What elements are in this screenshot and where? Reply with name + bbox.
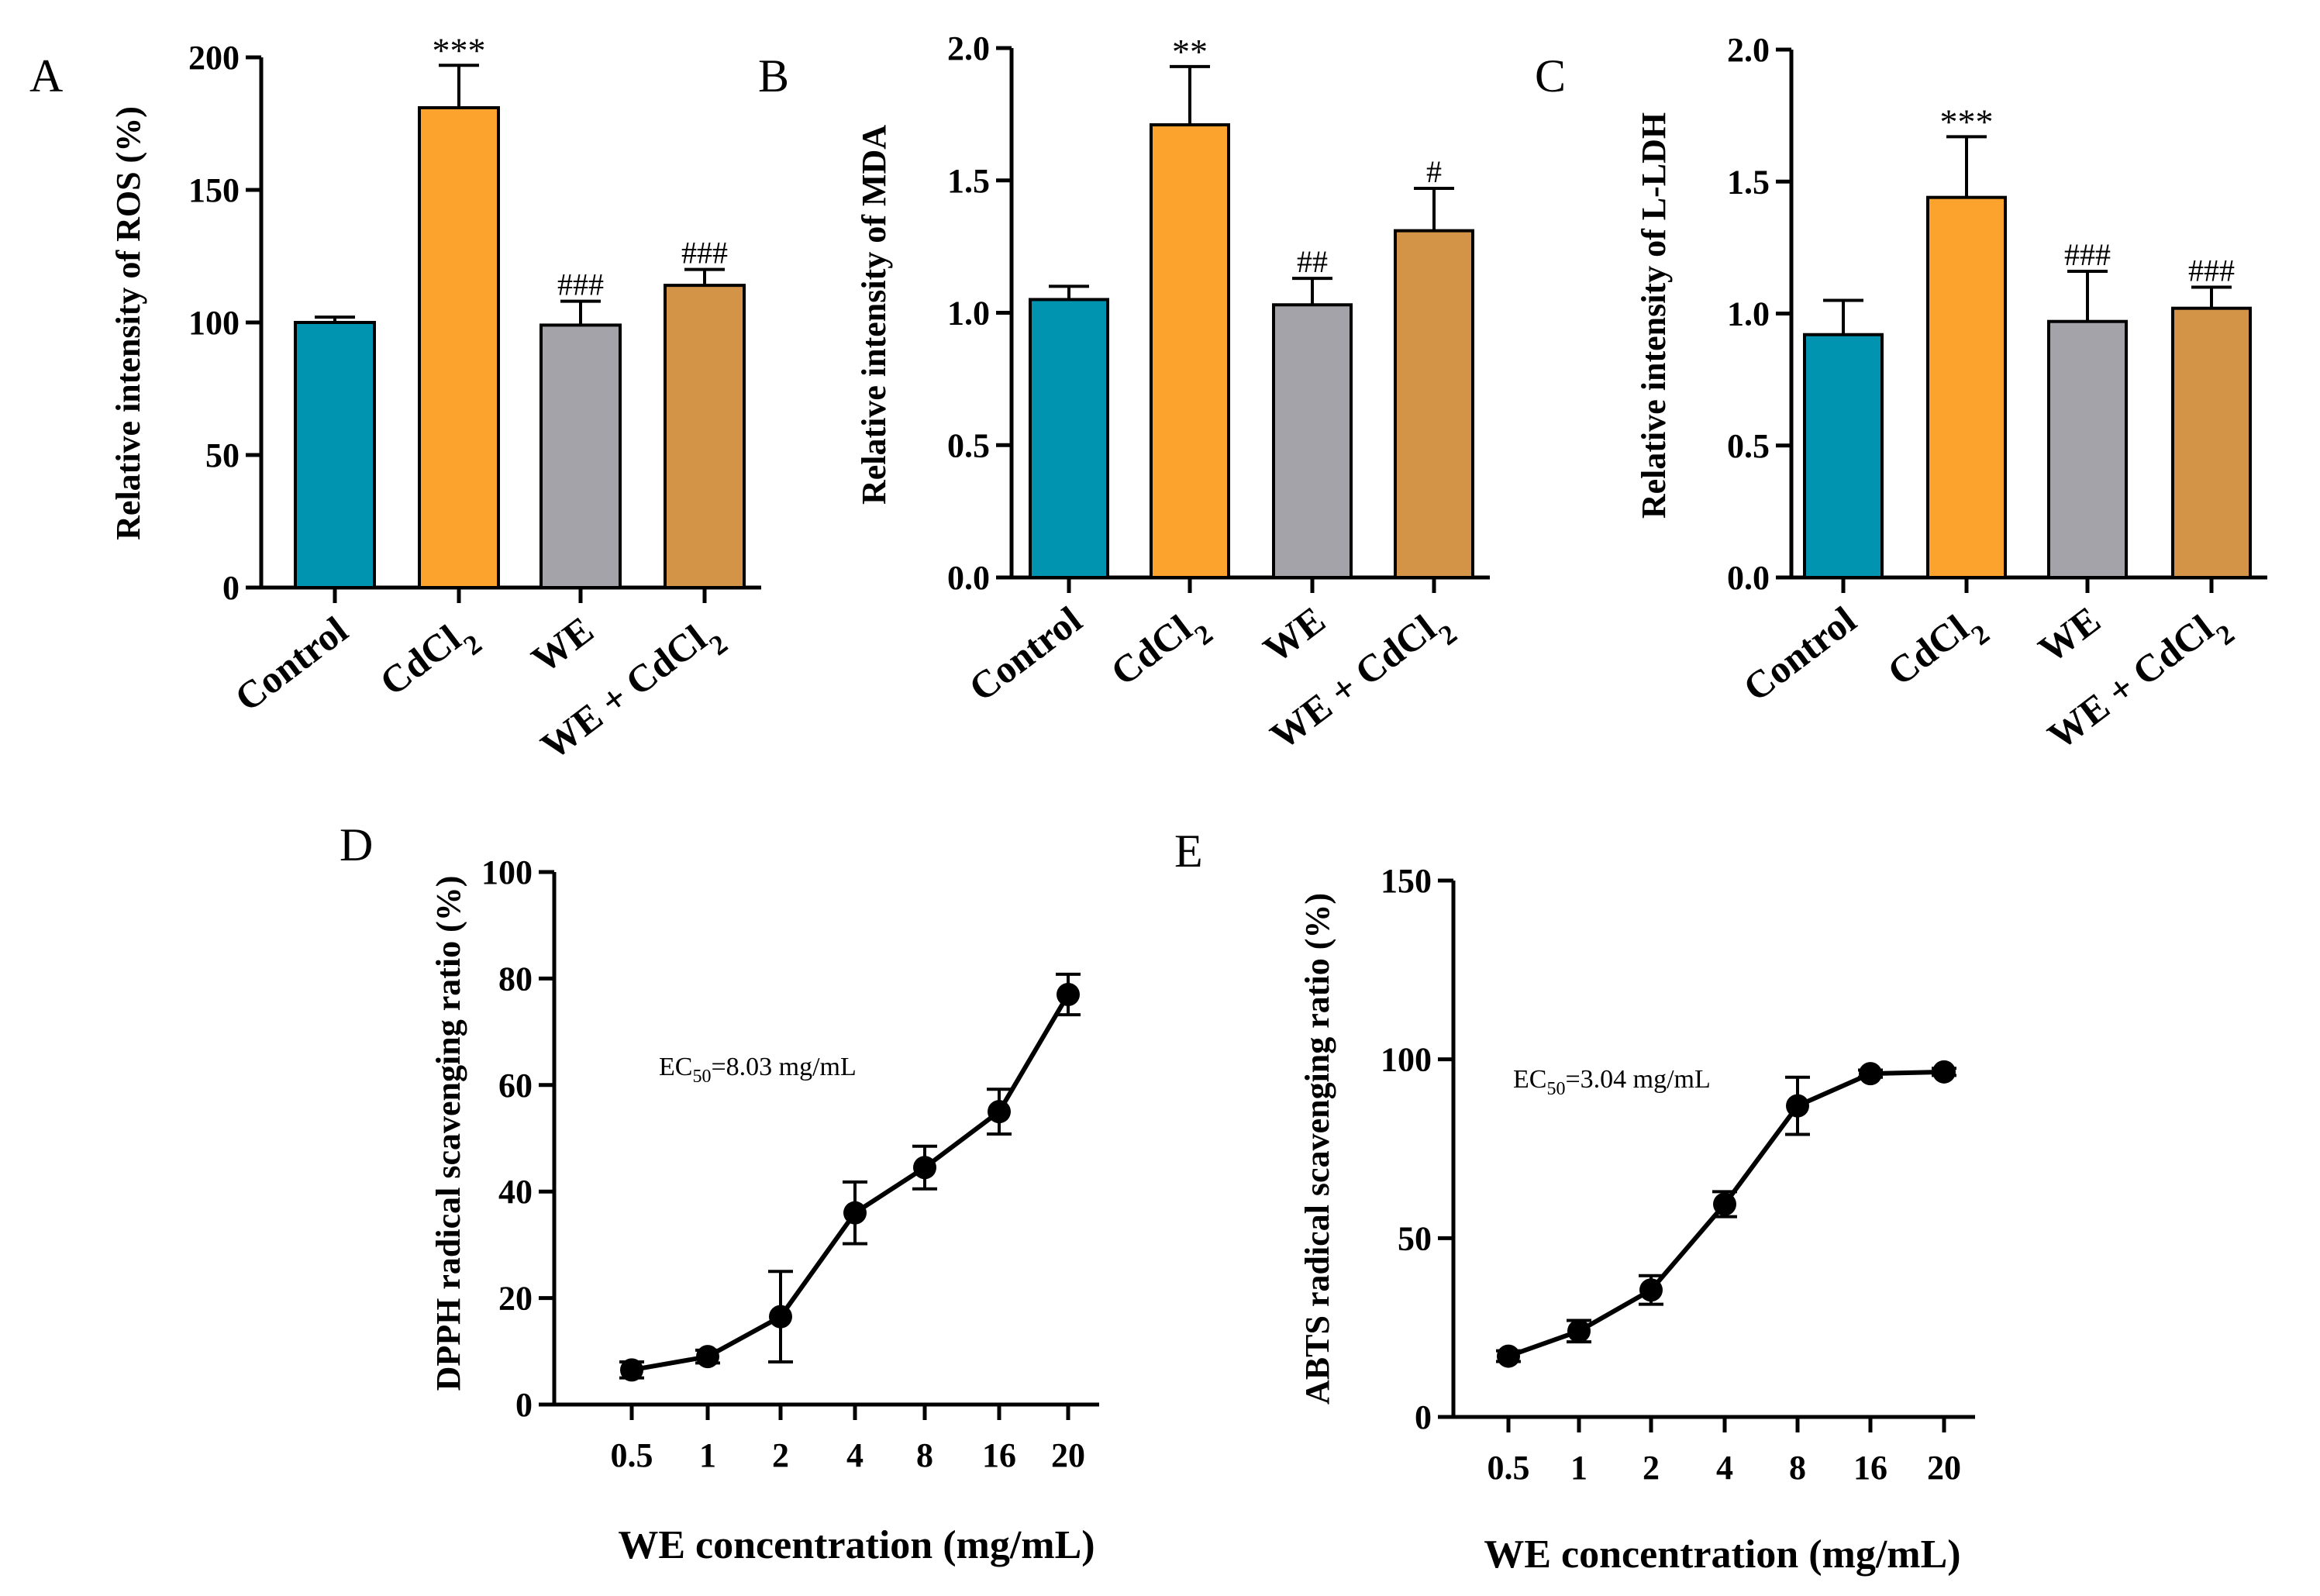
- x-tick-label: 20: [1927, 1449, 1961, 1487]
- bar: [294, 321, 376, 589]
- panel-a-label: A: [29, 50, 63, 102]
- bar: [2171, 306, 2252, 579]
- panel-b-label: B: [758, 50, 789, 102]
- bar: [1150, 123, 1230, 580]
- significance-label: ###: [681, 236, 728, 271]
- data-point: [696, 1345, 719, 1369]
- panel-c-label: C: [1535, 50, 1566, 102]
- panel-d-plot: 0 20 40 60 80 100 0.5 1 2 4 8 16 20: [481, 853, 1099, 1474]
- data-point: [1567, 1319, 1591, 1343]
- y-tick-label: 80: [498, 960, 533, 998]
- y-tick-label: 100: [481, 853, 533, 891]
- significance-label: ###: [557, 267, 604, 302]
- x-tick-label: 20: [1051, 1436, 1085, 1474]
- y-tick-label: 60: [498, 1067, 533, 1105]
- panel-d-ylabel: DPPH radical scavenging ratio (%): [429, 876, 467, 1391]
- data-point: [1786, 1094, 1809, 1118]
- significance-label: **: [1172, 32, 1208, 71]
- bar: [1029, 298, 1109, 579]
- data-point: [1932, 1060, 1956, 1084]
- panel-d: D DPPH radical scavenging ratio (%) WE c…: [340, 819, 1099, 1567]
- data-point: [1639, 1278, 1663, 1302]
- bar: [2047, 319, 2128, 579]
- panel-e-ec50-annotation: EC50=3.04 mg/mL: [1513, 1065, 1711, 1099]
- panel-c-ylabel: Relative intensity of L-LDH: [1635, 112, 1673, 519]
- panel-d-ec50-annotation: EC50=8.03 mg/mL: [659, 1053, 857, 1087]
- data-point: [913, 1156, 936, 1180]
- bar: [1926, 195, 2007, 579]
- panel-e: E ABTS radical scavenging ratio (%) WE c…: [1174, 826, 1975, 1577]
- ec50-e-sub: 50: [1546, 1079, 1565, 1099]
- y-tick-label: 150: [188, 171, 240, 209]
- y-tick-label: 0.0: [947, 559, 990, 597]
- y-tick-label: 200: [188, 39, 240, 77]
- ec50-d-rest: =8.03 mg/mL: [711, 1053, 856, 1081]
- panel-d-xlabel: WE concentration (mg/mL): [618, 1523, 1095, 1567]
- data-point: [1713, 1192, 1736, 1216]
- y-tick-label: 50: [205, 436, 240, 474]
- x-tick-label: 4: [846, 1436, 864, 1474]
- bar: [539, 323, 622, 589]
- x-tick-label: 1: [699, 1436, 716, 1474]
- panel-a-ylabel: Relative intensity of ROS (%): [109, 106, 147, 540]
- data-point: [1057, 983, 1080, 1007]
- y-tick-label: 1.5: [947, 162, 990, 200]
- ec50-d-sub: 50: [692, 1067, 711, 1087]
- y-tick-label: 0.5: [1727, 427, 1770, 465]
- y-tick-label: 1.0: [947, 295, 990, 333]
- ec50-d-main: EC: [659, 1053, 692, 1081]
- data-point: [769, 1305, 792, 1329]
- bar: [1803, 333, 1884, 579]
- significance-label: #: [1426, 154, 1442, 189]
- y-tick-label: 20: [498, 1280, 533, 1318]
- y-tick-label: 1.0: [1727, 295, 1770, 333]
- y-tick-label: 0.0: [1727, 559, 1770, 597]
- panel-e-label: E: [1174, 826, 1203, 877]
- significance-label: ***: [1940, 102, 1994, 141]
- data-point: [1497, 1344, 1520, 1368]
- panel-e-plot: 0 50 100 150 0.5 1 2 4 8 16 20: [1381, 862, 1975, 1487]
- x-tick-label: 4: [1716, 1449, 1733, 1487]
- bar: [1272, 303, 1353, 579]
- panel-e-xlabel: WE concentration (mg/mL): [1484, 1532, 1960, 1577]
- y-tick-label: 50: [1398, 1219, 1432, 1257]
- significance-label: ###: [2188, 253, 2235, 288]
- bar: [418, 105, 500, 590]
- ec50-e-main: EC: [1513, 1065, 1546, 1094]
- y-tick-label: 100: [1381, 1041, 1432, 1079]
- y-tick-label: 40: [498, 1173, 533, 1211]
- y-tick-label: 0: [515, 1386, 533, 1424]
- panel-b-ylabel: Relative intensity of MDA: [855, 125, 893, 505]
- data-point: [1859, 1062, 1882, 1086]
- ec50-e-rest: =3.04 mg/mL: [1565, 1065, 1710, 1094]
- significance-label: ##: [1297, 244, 1328, 279]
- panel-e-ylabel: ABTS radical scavenging ratio (%): [1298, 893, 1336, 1405]
- y-tick-label: 150: [1381, 862, 1432, 900]
- x-tick-label: 2: [772, 1436, 789, 1474]
- significance-label: ***: [433, 30, 486, 70]
- y-tick-label: 0.5: [947, 426, 990, 464]
- bar: [1394, 229, 1474, 579]
- x-tick-label: 16: [1853, 1449, 1887, 1487]
- x-tick-label: 2: [1643, 1449, 1660, 1487]
- significance-label: ###: [2064, 237, 2111, 272]
- x-tick-label: 0.5: [1487, 1449, 1530, 1487]
- y-tick-label: 2.0: [947, 29, 990, 67]
- x-tick-label: 1: [1570, 1449, 1587, 1487]
- y-tick-label: 100: [188, 304, 240, 342]
- x-tick-label: 8: [1789, 1449, 1806, 1487]
- data-point: [843, 1201, 867, 1225]
- x-tick-label: 8: [916, 1436, 933, 1474]
- panel-d-label: D: [340, 819, 373, 870]
- y-tick-label: 1.5: [1727, 163, 1770, 201]
- bar: [664, 284, 746, 589]
- data-point: [620, 1358, 643, 1382]
- x-tick-label: 16: [982, 1436, 1016, 1474]
- x-tick-label: 0.5: [611, 1436, 653, 1474]
- y-tick-label: 2.0: [1727, 31, 1770, 69]
- y-tick-label: 0: [222, 569, 240, 607]
- y-tick-label: 0: [1415, 1398, 1432, 1436]
- data-point: [988, 1100, 1011, 1124]
